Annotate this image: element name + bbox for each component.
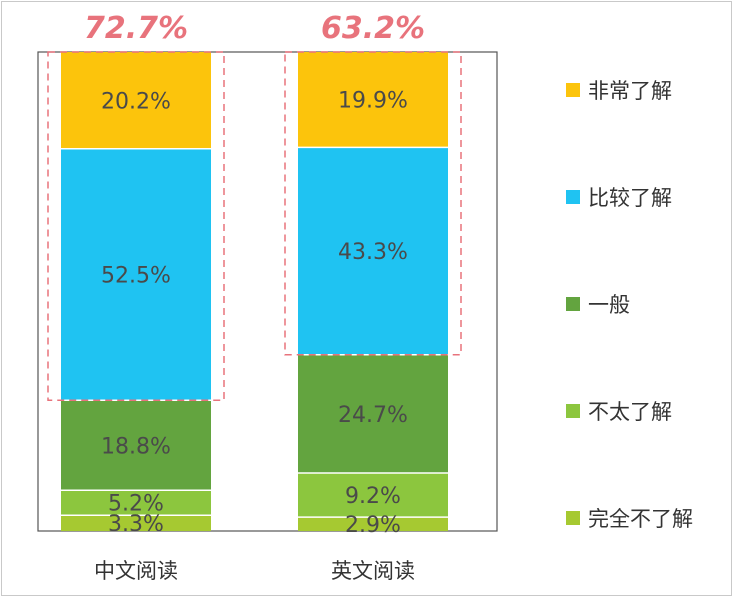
- segment-label-1-1: 20.2%: [101, 89, 171, 114]
- segment-label-1-3: 18.8%: [101, 434, 171, 459]
- legend-label-2: 比较了解: [588, 186, 672, 210]
- legend-swatch-1: [566, 83, 580, 97]
- bar-segment-1-3: [61, 400, 211, 491]
- segment-label-1-2: 52.5%: [101, 263, 171, 288]
- segment-label-2-4: 9.2%: [345, 484, 401, 509]
- legend-swatch-2: [566, 190, 580, 204]
- segment-label-2-3: 24.7%: [338, 403, 408, 428]
- segment-label-1-4: 5.2%: [108, 492, 164, 517]
- highlight-box-2: [284, 51, 462, 356]
- bar-segment-2-4: [298, 473, 448, 518]
- highlight-total-2: 63.2%: [321, 11, 425, 46]
- segment-label-1-5: 3.3%: [108, 512, 164, 537]
- category-label-1: 中文阅读: [94, 559, 178, 583]
- legend-swatch-5: [566, 511, 580, 525]
- segment-label-2-1: 19.9%: [338, 89, 408, 114]
- legend-swatch-3: [566, 297, 580, 311]
- bar-segment-2-3: [298, 354, 448, 474]
- bar-segment-2-2: [298, 147, 448, 355]
- plot-area-border: [37, 51, 498, 532]
- highlight-total-1: 72.7%: [84, 11, 188, 46]
- highlight-box-1: [47, 51, 225, 401]
- segment-label-2-5: 2.9%: [345, 513, 401, 538]
- bar-segment-2-1: [298, 52, 448, 148]
- legend-label-4: 不太了解: [588, 400, 672, 424]
- bar-segment-2-5: [298, 517, 448, 531]
- legend-swatch-4: [566, 404, 580, 418]
- segment-label-2-2: 43.3%: [338, 240, 408, 265]
- legend-label-3: 一般: [588, 293, 630, 317]
- bar-segment-1-2: [61, 148, 211, 401]
- bar-segment-1-4: [61, 490, 211, 516]
- legend-label-5: 完全不了解: [588, 507, 693, 531]
- category-label-2: 英文阅读: [331, 559, 415, 583]
- legend-label-1: 非常了解: [588, 79, 672, 103]
- bar-segment-1-1: [61, 52, 211, 149]
- bar-segment-1-5: [61, 515, 211, 531]
